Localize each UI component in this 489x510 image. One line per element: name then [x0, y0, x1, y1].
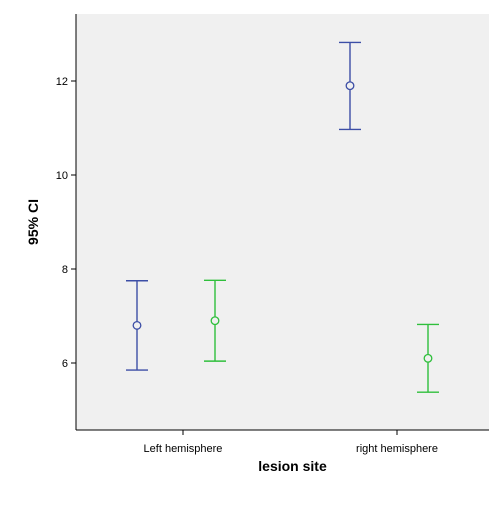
- y-tick-label: 8: [62, 264, 68, 276]
- y-axis-title: 95% CI: [25, 199, 41, 245]
- x-axis-title: lesion site: [258, 458, 327, 474]
- error-bar: [204, 279, 226, 362]
- error-bar: [417, 323, 439, 393]
- error-bars: [126, 41, 439, 393]
- mean-marker: [423, 353, 433, 363]
- x-tick-label: Left hemisphere: [144, 443, 223, 455]
- y-tick-label: 12: [56, 76, 68, 88]
- error-bar: [126, 280, 148, 371]
- y-tick-label: 10: [56, 170, 68, 182]
- plot-area: [76, 14, 489, 430]
- error-bar: [339, 41, 361, 131]
- mean-marker: [210, 316, 220, 326]
- mean-marker: [345, 81, 355, 91]
- x-tick-label: right hemisphere: [356, 443, 438, 455]
- x-ticks: Left hemisphere right hemisphere: [144, 430, 438, 455]
- mean-marker: [132, 320, 142, 330]
- y-ticks: 6 8 10 12: [56, 76, 76, 370]
- y-tick-label: 6: [62, 358, 68, 370]
